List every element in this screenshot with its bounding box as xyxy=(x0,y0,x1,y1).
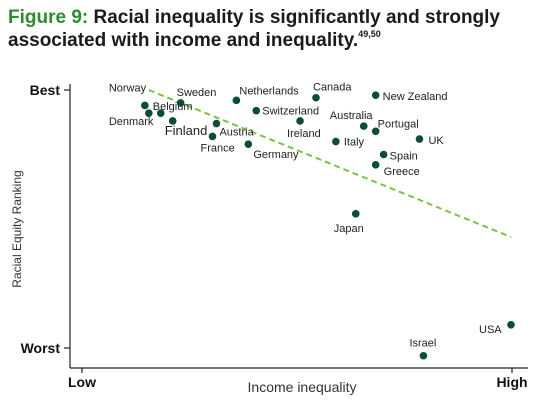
point-label-germany: Germany xyxy=(253,149,299,161)
point-label-ireland: Ireland xyxy=(287,128,321,140)
x-axis-title: Income inequality xyxy=(248,379,357,395)
point-label-netherlands: Netherlands xyxy=(239,85,299,97)
point-austria xyxy=(212,119,221,128)
point-label-new-zealand: New Zealand xyxy=(383,91,448,103)
point-label-greece: Greece xyxy=(384,166,420,178)
point-australia xyxy=(359,122,368,130)
x-tick-label: High xyxy=(496,374,527,390)
title-superscript: 49,50 xyxy=(358,29,381,39)
point-netherlands xyxy=(232,96,241,105)
point-label-france: France xyxy=(201,142,235,154)
point-uk xyxy=(415,135,424,143)
point-usa xyxy=(507,320,515,329)
point-finland xyxy=(168,117,177,125)
y-tick-label: Best xyxy=(30,82,61,98)
point-label-austria: Austria xyxy=(219,127,254,139)
point-denmark xyxy=(145,109,153,118)
x-tick-label: Low xyxy=(68,374,96,390)
figure-title: Figure 9: Racial inequality is significa… xyxy=(8,6,538,52)
point-label-israel: Israel xyxy=(409,338,436,350)
point-italy xyxy=(332,137,340,146)
title-text: Racial inequality is significantly and s… xyxy=(8,7,501,51)
point-switzerland xyxy=(252,106,261,115)
point-israel xyxy=(419,351,428,360)
figure-label: Figure 9: xyxy=(8,7,89,28)
point-belgium xyxy=(156,109,165,118)
point-label-japan: Japan xyxy=(334,223,364,235)
point-japan xyxy=(351,210,360,218)
point-france xyxy=(208,132,217,141)
point-label-norway: Norway xyxy=(109,82,147,94)
point-label-canada: Canada xyxy=(313,82,352,94)
point-label-usa: USA xyxy=(479,324,502,336)
point-label-finland: Finland xyxy=(165,123,208,138)
point-label-australia: Australia xyxy=(330,110,374,122)
point-sweden xyxy=(176,99,185,107)
point-label-uk: UK xyxy=(428,135,444,147)
point-canada xyxy=(312,93,320,102)
point-label-portugal: Portugal xyxy=(378,118,419,130)
point-label-spain: Spain xyxy=(390,151,418,163)
point-greece xyxy=(371,161,380,169)
point-label-denmark: Denmark xyxy=(109,116,154,128)
point-germany xyxy=(244,140,253,148)
point-norway xyxy=(141,101,149,110)
point-label-sweden: Sweden xyxy=(177,87,217,99)
point-new-zealand xyxy=(371,91,380,99)
y-axis-title: Racial Equity Ranking xyxy=(10,170,24,287)
y-tick-label: Worst xyxy=(21,340,61,356)
trend-line xyxy=(148,89,512,238)
point-spain xyxy=(379,150,388,159)
point-label-belgium: Belgium xyxy=(153,101,193,113)
point-portugal xyxy=(371,127,380,136)
point-label-switzerland: Switzerland xyxy=(262,106,319,118)
point-ireland xyxy=(296,117,304,125)
point-label-italy: Italy xyxy=(344,137,365,149)
